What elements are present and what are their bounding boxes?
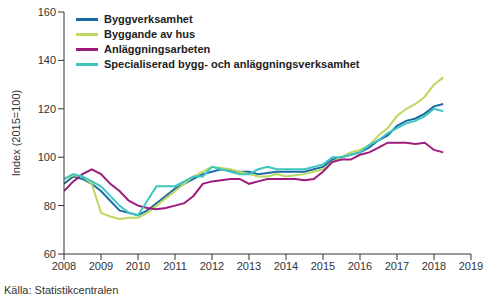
svg-text:2013: 2013 [237, 260, 261, 272]
html-text:Anläggningsarbeten: Anläggningsarbeten [104, 43, 211, 55]
svg-text:2019: 2019 [459, 260, 483, 272]
svg-text:2011: 2011 [163, 260, 187, 272]
svg-text:140: 140 [38, 54, 56, 66]
svg-text:2016: 2016 [348, 260, 372, 272]
svg-text:2014: 2014 [274, 260, 298, 272]
svg-text:2017: 2017 [385, 260, 409, 272]
svg-text:2008: 2008 [52, 260, 76, 272]
svg-text:2015: 2015 [311, 260, 335, 272]
html-text:Byggverksamhet: Byggverksamhet [104, 13, 193, 25]
svg-text:2018: 2018 [422, 260, 446, 272]
html-text:Specialiserad bygg- och anlägg: Specialiserad bygg- och anläggningsverks… [104, 58, 360, 70]
svg-text:80: 80 [44, 200, 56, 212]
svg-text:120: 120 [38, 103, 56, 115]
html-text:Källa: Statistikcentralen: Källa: Statistikcentralen [4, 284, 119, 296]
html-text:Byggande av hus: Byggande av hus [104, 28, 196, 40]
svg-text:2010: 2010 [126, 260, 150, 272]
svg-text:100: 100 [38, 151, 56, 163]
svg-text:2009: 2009 [89, 260, 113, 272]
svg-text:60: 60 [44, 248, 56, 260]
svg-text:160: 160 [38, 6, 56, 18]
svg-text:2012: 2012 [200, 260, 224, 272]
svg-text:Index (2015=100): Index (2015=100) [10, 90, 22, 177]
